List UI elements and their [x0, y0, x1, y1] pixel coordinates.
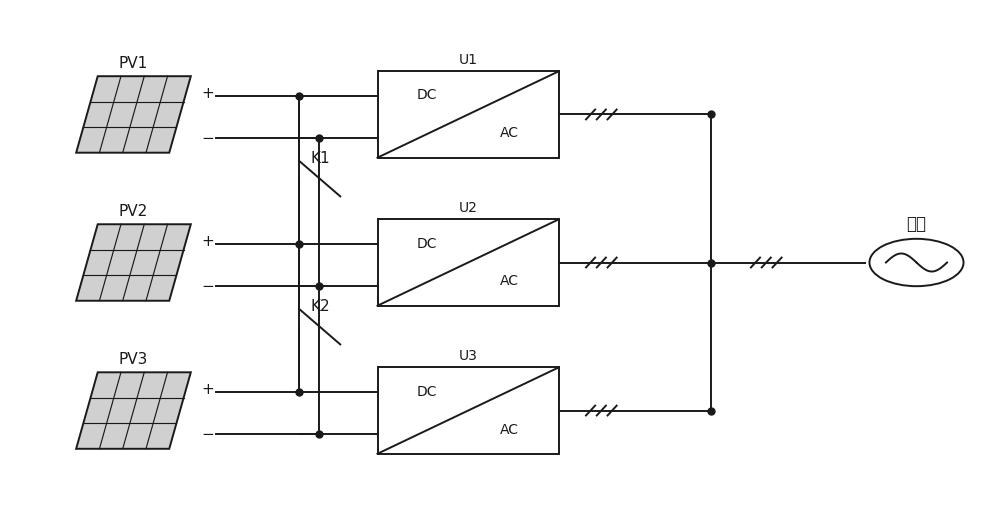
Bar: [378, 71, 559, 158]
Text: U1: U1: [459, 54, 478, 67]
Text: DC: DC: [416, 384, 437, 398]
Text: +: +: [201, 86, 214, 101]
Text: K1: K1: [311, 151, 330, 166]
Text: +: +: [201, 382, 214, 397]
Text: AC: AC: [500, 423, 519, 437]
Text: PV3: PV3: [119, 352, 148, 368]
Text: AC: AC: [500, 127, 519, 141]
Text: −: −: [201, 427, 214, 442]
Bar: [378, 368, 559, 454]
Polygon shape: [76, 76, 191, 153]
Text: K2: K2: [311, 299, 330, 314]
Text: DC: DC: [416, 88, 437, 102]
Text: DC: DC: [416, 236, 437, 250]
Text: 电网: 电网: [906, 215, 926, 233]
Text: U3: U3: [459, 350, 478, 363]
Polygon shape: [76, 372, 191, 449]
Text: AC: AC: [500, 275, 519, 289]
Text: U2: U2: [459, 202, 478, 215]
Text: −: −: [201, 279, 214, 293]
Text: PV2: PV2: [119, 204, 148, 219]
Text: −: −: [201, 131, 214, 145]
Bar: [378, 219, 559, 306]
Text: PV1: PV1: [119, 56, 148, 71]
Polygon shape: [76, 224, 191, 301]
Text: +: +: [201, 234, 214, 249]
